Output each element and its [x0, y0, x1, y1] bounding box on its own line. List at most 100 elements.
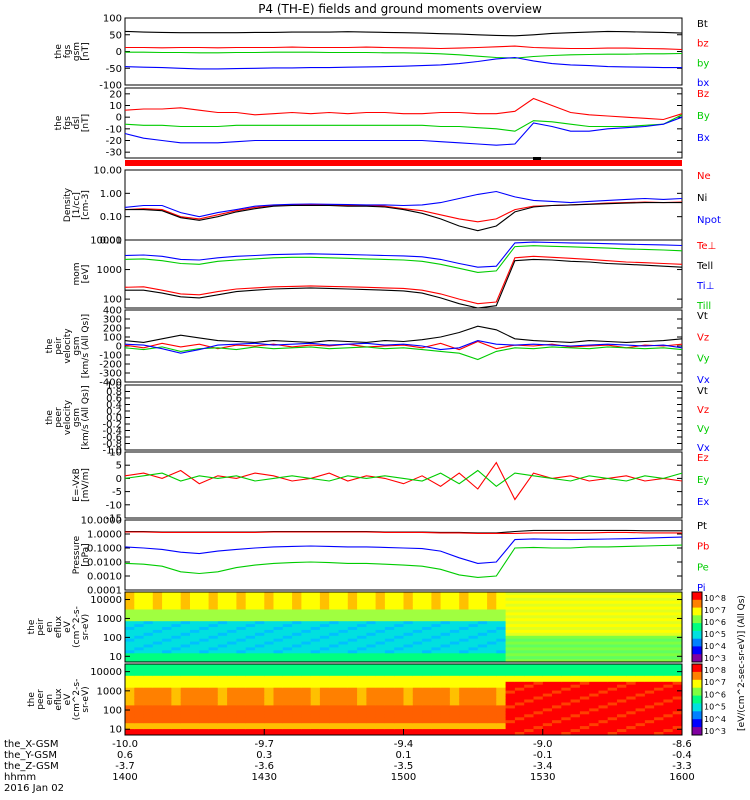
heatmap-cell: [468, 647, 479, 651]
heatmap-cell: [654, 612, 664, 616]
heatmap-cell: [245, 650, 256, 654]
heatmap-cell: [459, 618, 469, 622]
heatmap-cell: [264, 609, 275, 613]
heatmap-cell: [579, 644, 590, 648]
heatmap-cell: [366, 609, 377, 613]
heatmap-cell: [245, 615, 256, 619]
y-axis-label: eflux: [54, 615, 64, 638]
heatmap-cell: [162, 702, 172, 706]
heatmap-cell: [589, 638, 599, 643]
heatmap-cell: [412, 675, 423, 680]
heatmap-cell: [589, 705, 599, 709]
heatmap-cell: [412, 644, 423, 648]
heatmap-cell: [589, 615, 599, 619]
heatmap-cell: [542, 600, 553, 605]
heatmap-cell: [514, 720, 525, 724]
heatmap-cell: [384, 664, 395, 668]
heatmap-cell: [162, 621, 172, 625]
heatmap-cell: [162, 594, 172, 599]
heatmap-cell: [162, 627, 172, 631]
heatmap-cell: [496, 647, 507, 651]
heatmap-cell: [329, 624, 339, 628]
heatmap-cell: [644, 675, 655, 680]
heatmap-cell: [533, 615, 544, 619]
heatmap-cell: [589, 672, 599, 677]
heatmap-cell: [459, 681, 469, 686]
heatmap-cell: [412, 729, 423, 733]
heatmap-cell: [292, 720, 302, 724]
heatmap-cell: [143, 603, 154, 608]
heatmap-cell: [589, 664, 599, 668]
heatmap-cell: [663, 669, 674, 674]
heatmap-cell: [171, 669, 182, 674]
heatmap-cell: [561, 594, 572, 599]
heatmap-cell: [282, 597, 293, 602]
heatmap-cell: [338, 638, 349, 643]
heatmap-cell: [282, 603, 293, 608]
heatmap-cell: [598, 632, 609, 637]
heatmap-cell: [310, 696, 321, 700]
heatmap-cell: [422, 644, 432, 648]
heatmap-cell: [589, 711, 599, 715]
heatmap-cell: [672, 714, 683, 718]
heatmap-cell: [301, 732, 312, 736]
heatmap-cell: [180, 632, 191, 637]
heatmap-cell: [208, 606, 219, 610]
heatmap-cell: [282, 621, 293, 625]
heatmap-cell: [143, 659, 154, 663]
heatmap-cell: [570, 635, 581, 640]
heatmap-cell: [524, 592, 534, 596]
heatmap-cell: [561, 659, 572, 663]
heatmap-cell: [190, 699, 200, 703]
heatmap-cell: [561, 699, 572, 703]
heatmap-cell: [292, 641, 302, 645]
heatmap-cell: [162, 672, 172, 677]
heatmap-cell: [533, 675, 544, 680]
heatmap-cell: [654, 624, 664, 628]
heatmap-cell: [310, 606, 321, 610]
heatmap-cell: [171, 618, 182, 622]
heatmap-cell: [663, 592, 674, 596]
heatmap-cell: [125, 723, 135, 727]
heatmap-cell: [607, 632, 618, 637]
heatmap-cell: [236, 638, 247, 643]
heatmap-cell: [449, 732, 460, 736]
heatmap-cell: [477, 732, 488, 736]
heatmap-cell: [375, 609, 386, 613]
heatmap-cell: [319, 672, 330, 677]
heatmap-cell: [403, 632, 414, 637]
heatmap-cell: [579, 717, 590, 721]
heatmap-cell: [347, 594, 358, 599]
heatmap-cell: [366, 690, 377, 695]
series-line-Tell: [125, 258, 683, 309]
heatmap-cell: [552, 609, 562, 613]
heatmap-cell: [208, 603, 219, 608]
heatmap-cell: [431, 711, 442, 715]
heatmap-cell: [273, 690, 284, 695]
heatmap-cell: [310, 629, 321, 634]
heatmap-cell: [190, 603, 200, 608]
heatmap-cell: [264, 621, 275, 625]
heatmap-cell: [208, 675, 219, 680]
heatmap-cell: [347, 714, 358, 718]
heatmap-cell: [134, 693, 145, 698]
heatmap-cell: [347, 705, 358, 709]
heatmap-cell: [654, 705, 664, 709]
heatmap-cell: [227, 609, 237, 613]
heatmap-cell: [357, 650, 367, 654]
heatmap-cell: [514, 726, 525, 730]
heatmap-cell: [264, 672, 275, 677]
heatmap-cell: [292, 726, 302, 730]
heatmap-cell: [496, 664, 507, 668]
heatmap-cell: [570, 708, 581, 712]
heatmap-cell: [514, 594, 525, 599]
heatmap-cell: [635, 726, 646, 730]
heatmap-cell: [487, 600, 497, 605]
heatmap-cell: [245, 664, 256, 668]
heatmap-cell: [449, 687, 460, 692]
heatmap-cell: [533, 618, 544, 622]
heatmap-cell: [208, 702, 219, 706]
heatmap-cell: [524, 650, 534, 654]
heatmap-cell: [533, 594, 544, 599]
heatmap-cell: [459, 687, 469, 692]
